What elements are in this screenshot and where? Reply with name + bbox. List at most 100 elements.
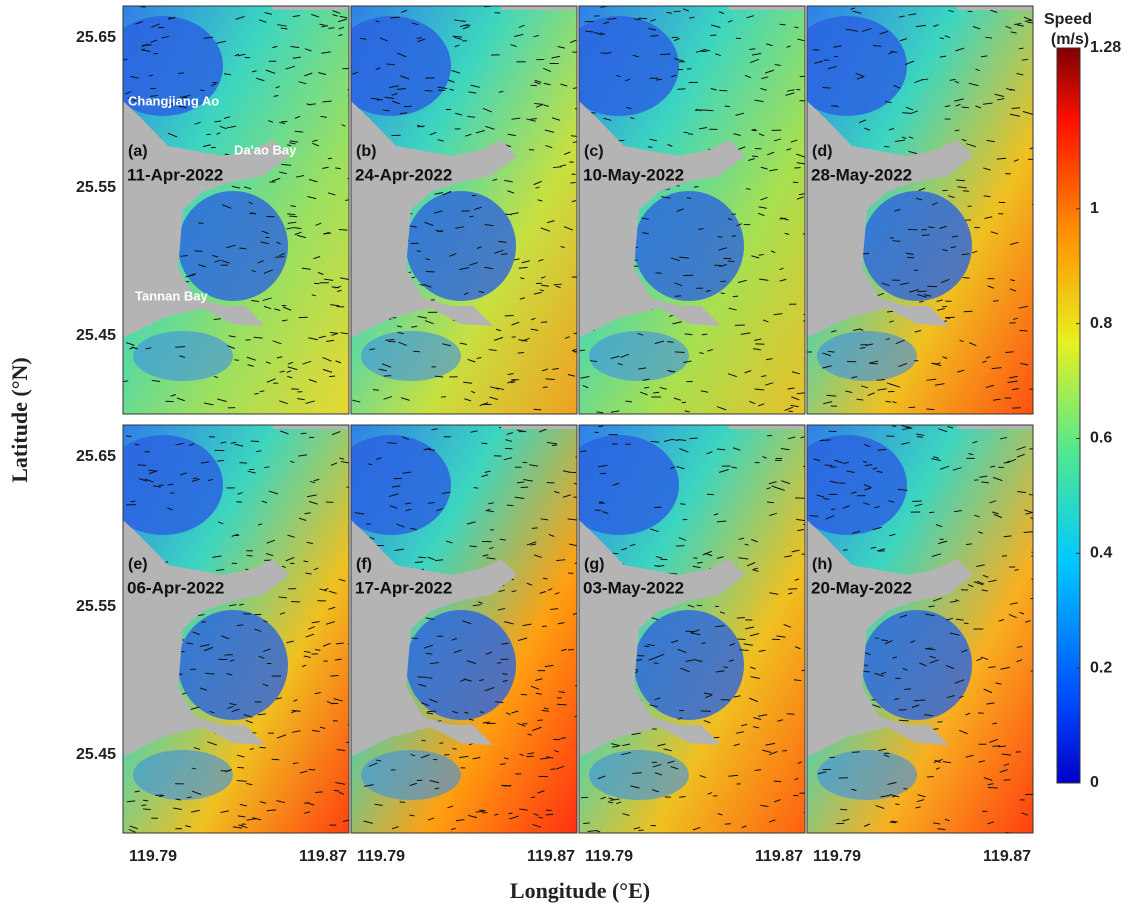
current-vector xyxy=(917,291,926,292)
current-vector xyxy=(656,79,662,80)
panel-date: 11-Apr-2022 xyxy=(127,165,223,184)
current-vector xyxy=(680,504,685,505)
map-panel xyxy=(787,5,1040,414)
current-vector xyxy=(723,667,728,668)
current-vector xyxy=(141,805,146,806)
current-vector xyxy=(417,251,421,252)
current-vector xyxy=(612,444,618,445)
colorbar-tick-label: 0 xyxy=(1090,774,1099,791)
current-vector xyxy=(966,544,972,545)
panel-date: 03-May-2022 xyxy=(583,578,684,597)
panel-label: (a) xyxy=(128,143,148,160)
bay-water xyxy=(589,750,689,800)
land xyxy=(729,6,805,10)
current-vector xyxy=(717,237,722,238)
current-vector xyxy=(992,746,1000,747)
y-tick-label: 25.65 xyxy=(76,448,116,465)
colorbar-tick-label: 0.2 xyxy=(1090,659,1112,676)
current-vector xyxy=(890,822,896,823)
current-vector xyxy=(737,618,745,619)
y-tick-label: 25.45 xyxy=(76,327,116,344)
colorbar-tick-label: 1.28 xyxy=(1090,39,1121,56)
current-vector xyxy=(759,254,764,255)
current-vector xyxy=(178,73,184,74)
current-vector xyxy=(823,88,831,89)
colorbar-tick-label: 0.6 xyxy=(1090,430,1112,447)
current-vector xyxy=(215,121,222,122)
colorbar-tick-label: 0.8 xyxy=(1090,315,1112,332)
current-vector xyxy=(650,36,658,37)
x-axis-label: Longitude (°E) xyxy=(510,878,650,903)
current-vector xyxy=(942,306,947,307)
current-vector xyxy=(441,397,446,398)
current-vector xyxy=(702,334,708,335)
current-vector xyxy=(956,180,965,181)
current-vector xyxy=(632,773,641,774)
land xyxy=(501,425,577,429)
panel-label: (e) xyxy=(128,556,148,573)
current-vector xyxy=(479,810,485,811)
y-tick-label: 25.55 xyxy=(76,598,116,615)
current-vector xyxy=(330,676,338,677)
y-tick-label: 25.45 xyxy=(76,746,116,763)
current-vector xyxy=(886,339,890,340)
current-vector xyxy=(1002,556,1007,557)
current-vector xyxy=(704,110,714,111)
x-tick-label: 119.79 xyxy=(129,848,177,865)
bay-water xyxy=(406,191,516,301)
map-panel xyxy=(787,423,1039,833)
map-panel xyxy=(103,423,354,833)
current-vector xyxy=(234,360,239,361)
current-vector xyxy=(143,800,148,801)
current-vector xyxy=(904,689,911,690)
current-vector xyxy=(328,28,334,29)
panel-date: 20-May-2022 xyxy=(811,578,912,597)
current-vector xyxy=(780,24,786,25)
current-vector xyxy=(1004,780,1011,781)
current-vector xyxy=(520,278,524,279)
land xyxy=(729,425,805,429)
current-vector xyxy=(598,426,603,427)
current-vector xyxy=(917,437,923,438)
current-vector xyxy=(572,52,579,53)
current-vector xyxy=(366,524,371,525)
bay-water xyxy=(133,750,233,800)
current-vector xyxy=(675,296,681,297)
current-vector xyxy=(963,191,969,192)
current-vector xyxy=(733,296,738,297)
bay-water xyxy=(634,191,744,301)
bay-water xyxy=(133,331,233,381)
current-vector xyxy=(644,646,649,647)
current-vector xyxy=(315,792,322,793)
current-vector xyxy=(926,409,934,410)
current-vector xyxy=(459,21,465,22)
current-vector xyxy=(224,655,232,656)
x-tick-label: 119.87 xyxy=(755,848,803,865)
current-vector xyxy=(749,49,755,50)
current-vector xyxy=(425,91,433,92)
current-vector xyxy=(677,89,685,90)
map-panel xyxy=(331,425,584,833)
current-vector xyxy=(894,699,899,700)
panel-label: (c) xyxy=(584,143,604,160)
current-vector xyxy=(247,555,253,556)
current-vector xyxy=(840,809,847,810)
current-vector xyxy=(388,341,395,342)
current-vector xyxy=(272,759,280,760)
map-panel xyxy=(331,6,582,414)
bay-water xyxy=(817,331,917,381)
panel-label: (h) xyxy=(812,556,832,573)
current-vector xyxy=(1019,48,1024,49)
current-vector xyxy=(537,720,542,721)
current-vector xyxy=(454,20,458,21)
current-vector xyxy=(411,243,419,244)
colorbar-tick-label: 0.4 xyxy=(1090,545,1112,562)
current-vector xyxy=(175,347,185,348)
current-vector xyxy=(545,814,553,815)
current-vector xyxy=(568,472,576,473)
current-vector xyxy=(427,711,435,712)
current-vector xyxy=(250,749,254,750)
current-vector xyxy=(675,352,685,353)
current-vector xyxy=(521,694,527,695)
